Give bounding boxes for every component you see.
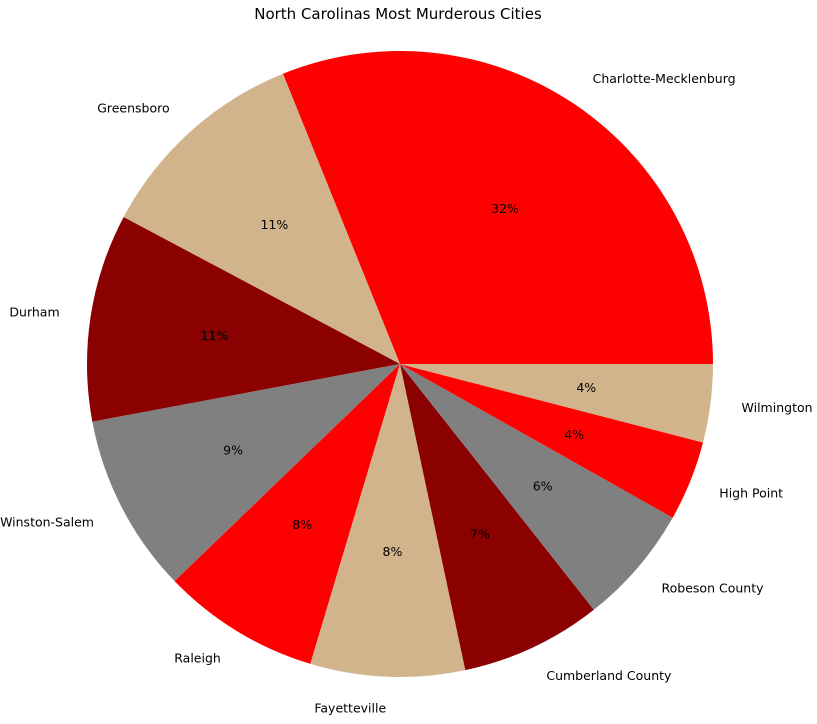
pie-category-label-durham: Durham	[9, 305, 59, 320]
pie-category-label-raleigh: Raleigh	[174, 651, 221, 666]
pie-slice-winston-salem	[92, 364, 401, 582]
pie-percent-label-wilmington: 4%	[576, 380, 596, 395]
pie-slice-charlotte-mecklenburg	[282, 51, 713, 364]
pie-percent-label-raleigh: 8%	[292, 517, 312, 532]
pie-slice-high-point	[400, 364, 703, 518]
pie-percent-label-winston-salem: 9%	[223, 443, 243, 458]
pie-percent-label-durham: 11%	[200, 328, 228, 343]
pie-category-label-high-point: High Point	[719, 485, 783, 500]
pie-category-labels: Charlotte-Mecklenburg Greensboro Durham Win…	[0, 71, 812, 715]
pie-percent-label-charlotte-mecklenburg: 32%	[491, 201, 519, 216]
pie-slice-robeson-county	[400, 364, 673, 610]
chart-title: North Carolinas Most Murderous Cities	[254, 5, 542, 23]
pie-category-label-fayetteville: Fayetteville	[314, 701, 386, 716]
pie-slice-greensboro	[123, 73, 400, 364]
pie-category-label-robeson-county: Robeson County	[662, 580, 765, 595]
pie-slice-wilmington	[400, 364, 713, 443]
pie-slice-cumberland-county	[400, 364, 594, 671]
pie-slice-raleigh	[174, 364, 400, 664]
pie-slices	[87, 51, 713, 677]
pie-percent-labels: 32% 11% 11% 9% 8% 8% 7% 6% 4% 4%	[200, 201, 596, 559]
pie-percent-label-robeson-county: 6%	[533, 479, 553, 494]
pie-category-label-charlotte-mecklenburg: Charlotte-Mecklenburg	[593, 71, 736, 86]
pie-category-label-wilmington: Wilmington	[742, 400, 813, 415]
pie-percent-label-cumberland-county: 7%	[470, 526, 490, 541]
pie-percent-label-greensboro: 11%	[260, 217, 288, 232]
pie-category-label-winston-salem: Winston-Salem	[0, 514, 94, 529]
pie-percent-label-high-point: 4%	[564, 427, 584, 442]
pie-percent-label-fayetteville: 8%	[383, 544, 403, 559]
pie-slice-durham	[87, 217, 400, 422]
pie-category-label-cumberland-county: Cumberland County	[546, 668, 672, 683]
pie-category-label-greensboro: Greensboro	[97, 101, 169, 116]
pie-slice-fayetteville	[310, 364, 466, 677]
